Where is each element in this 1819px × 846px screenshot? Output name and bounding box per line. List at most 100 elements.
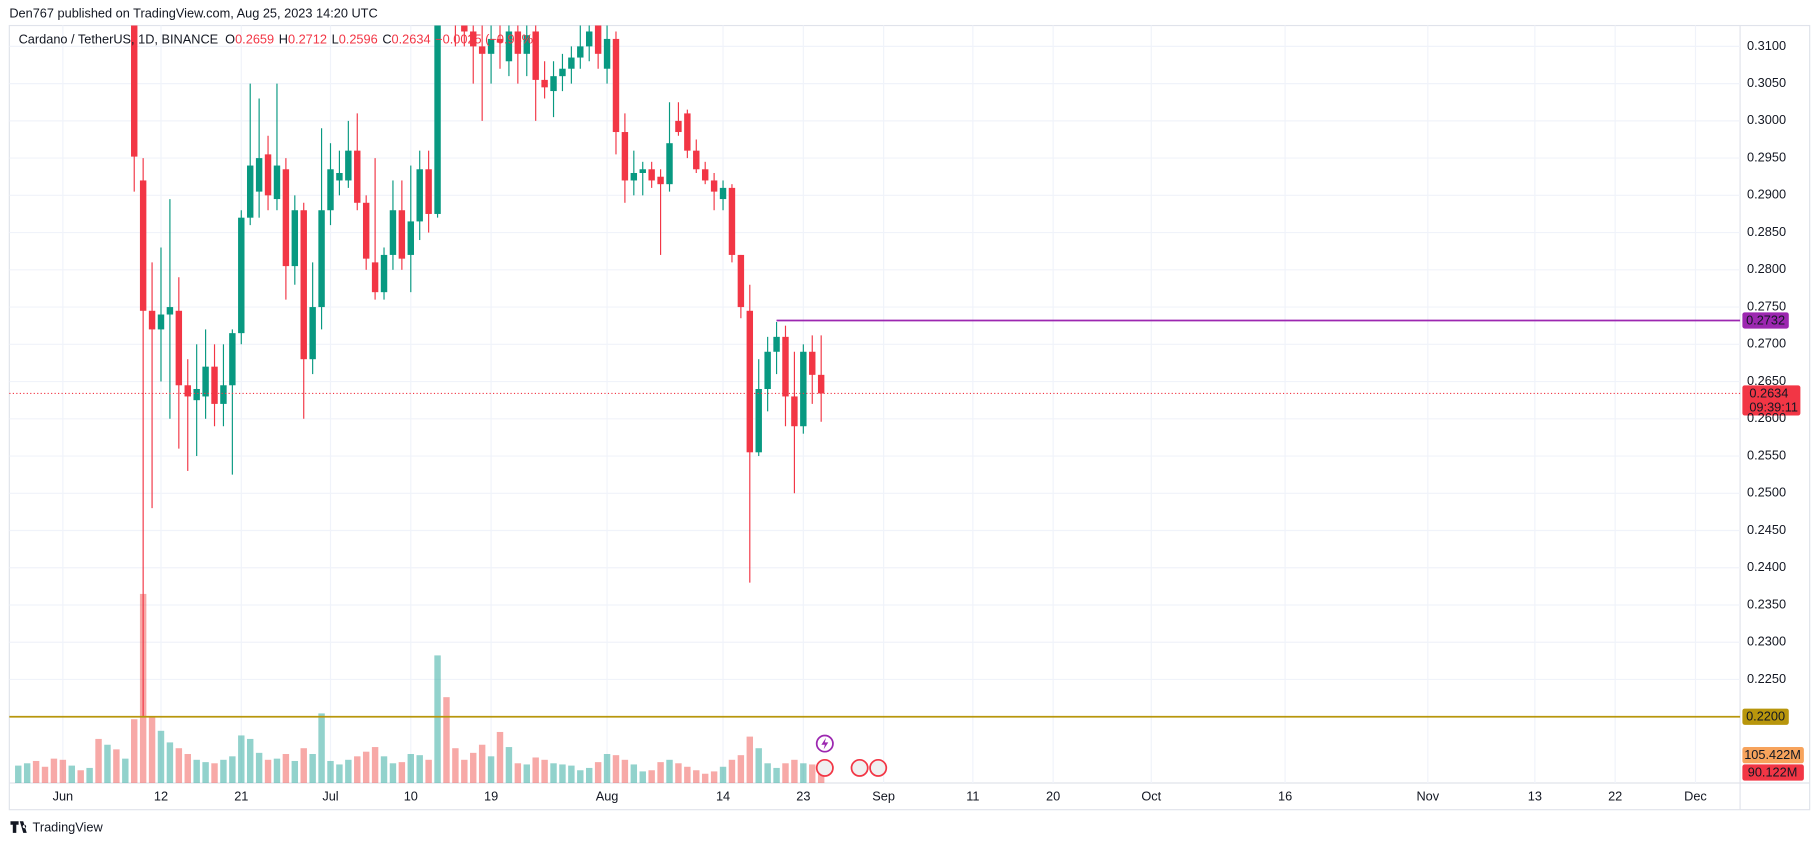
y-tick-label: 0.2850 <box>1747 224 1786 239</box>
x-tick-label: Dec <box>1684 788 1707 803</box>
candle-body <box>148 310 156 330</box>
volume-bar <box>255 752 263 784</box>
volume-bar <box>41 766 49 784</box>
volume-bar <box>291 760 299 784</box>
volume-bar <box>639 771 646 784</box>
o-value: 0.2659 <box>235 32 274 47</box>
volume-last-label: 90.122M <box>1748 765 1798 780</box>
candle-body <box>175 310 183 386</box>
y-tick-label: 0.2500 <box>1747 485 1786 500</box>
volume-bar <box>594 762 602 784</box>
candle-body <box>523 35 530 54</box>
volume-bar <box>407 754 415 784</box>
l-key: L <box>332 32 339 47</box>
volume-bar <box>559 764 566 784</box>
volume-ma-label: 105.422M <box>1744 747 1801 762</box>
candle-body <box>755 388 762 453</box>
volume-bar <box>131 719 138 784</box>
last-price-label: 0.2634 <box>1749 385 1788 400</box>
volume-bar <box>32 760 40 784</box>
candle-body <box>800 351 807 427</box>
y-tick-label: 0.2650 <box>1747 373 1786 388</box>
volume-bar <box>229 756 236 784</box>
grid <box>9 25 1741 784</box>
volume-bar <box>505 747 513 784</box>
candle-body <box>773 336 780 352</box>
candle-body <box>514 31 522 54</box>
x-tick-label: 13 <box>1528 788 1542 803</box>
candle-body <box>577 46 584 58</box>
candle-body <box>630 172 638 181</box>
candle-body <box>291 210 299 267</box>
candle-body <box>407 221 415 255</box>
x-tick-label: Nov <box>1416 788 1439 803</box>
event-icon <box>869 758 888 777</box>
volume-last-badge <box>1742 764 1804 781</box>
candle-body <box>300 210 307 360</box>
volume-bar <box>675 763 682 784</box>
volume-bar <box>701 773 709 784</box>
volume-bar <box>104 744 111 784</box>
volume-bar <box>273 758 281 784</box>
volume-bar <box>327 760 334 784</box>
volume <box>15 593 825 784</box>
volume-bar <box>487 756 495 784</box>
event-icon <box>850 758 869 777</box>
volume-bar <box>782 763 789 784</box>
brand-name: TradingView <box>33 820 104 835</box>
c-key: C <box>382 32 391 47</box>
x-tick-label: 12 <box>154 788 168 803</box>
h-value: 0.2712 <box>288 32 327 47</box>
candle-body <box>684 113 691 151</box>
volume-bar <box>416 755 423 784</box>
candle-body <box>666 143 673 185</box>
volume-bar <box>532 757 539 784</box>
candle-body <box>157 314 165 330</box>
volume-bar <box>443 697 450 784</box>
candle-body <box>701 169 709 181</box>
candle-body <box>354 150 361 203</box>
candle-body <box>639 169 646 173</box>
volume-bar <box>77 770 84 784</box>
volume-bar <box>648 770 655 784</box>
candle-body <box>362 202 370 259</box>
volume-bar <box>817 772 825 784</box>
volume-bar <box>246 738 254 784</box>
legend: Cardano / TetherUS, 1D, BINANCE O0.2659 H0… <box>19 32 538 47</box>
volume-bar <box>764 763 771 784</box>
header: Den767 published on TradingView.com, Aug… <box>9 5 377 20</box>
candle-body <box>809 351 816 375</box>
candle-body <box>246 165 254 218</box>
candle-body <box>532 31 539 80</box>
volume-bar <box>809 764 816 784</box>
candle-body <box>791 396 798 427</box>
resistance-badge <box>1742 312 1789 329</box>
volume-bar <box>478 744 486 784</box>
symbol: Cardano / TetherUS, 1D, BINANCE O0.2659 H0… <box>19 32 538 47</box>
volume-bar <box>470 752 477 784</box>
candle-body <box>648 169 655 181</box>
candle-body <box>764 351 771 389</box>
x-tick-label: 19 <box>484 788 498 803</box>
volume-bar <box>166 742 174 784</box>
volume-bar <box>434 655 441 784</box>
volume-bar <box>148 716 156 784</box>
volume-bar <box>514 763 522 784</box>
candle-body <box>541 79 548 88</box>
volume-bar <box>336 764 343 784</box>
candle-body <box>229 333 236 386</box>
candle-body <box>434 25 441 214</box>
candle-body <box>675 120 682 133</box>
candle-body <box>238 217 245 334</box>
volume-bar <box>380 756 388 784</box>
x-tick-label: 16 <box>1278 788 1292 803</box>
volume-bar <box>184 754 191 784</box>
c-value: 0.2634 <box>392 32 431 47</box>
candle-body <box>345 150 352 181</box>
volume-bar <box>496 731 504 784</box>
candle-body <box>693 150 700 170</box>
candle-body <box>568 57 575 69</box>
candle-body <box>559 68 566 77</box>
volume-bar <box>577 770 584 784</box>
